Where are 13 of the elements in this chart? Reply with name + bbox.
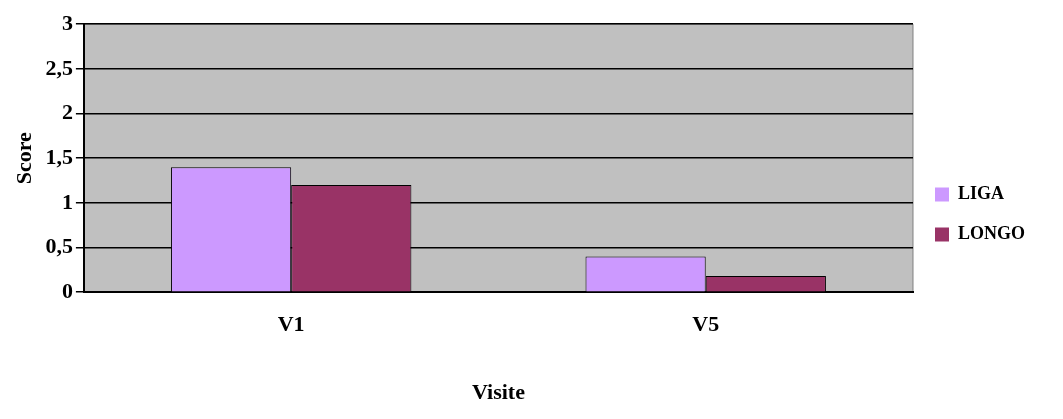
y-tick-label: 2,5 [45,54,73,80]
y-tick-label: 1 [61,188,73,214]
y-tick-label: 0,5 [45,233,73,259]
y-tick-label: 0 [61,277,73,303]
y-tick-label: 2 [61,99,73,125]
y-tick-label: 1,5 [45,143,73,169]
y-tick-label: 3 [61,9,73,35]
x-tick-label: V5 [692,311,720,337]
y-axis-title: Score [10,131,36,185]
legend-label: LONGO [957,223,1026,244]
x-tick-label: V1 [277,311,305,337]
x-axis-title: Visite [471,379,526,405]
legend-label: LIGA [957,183,1005,204]
